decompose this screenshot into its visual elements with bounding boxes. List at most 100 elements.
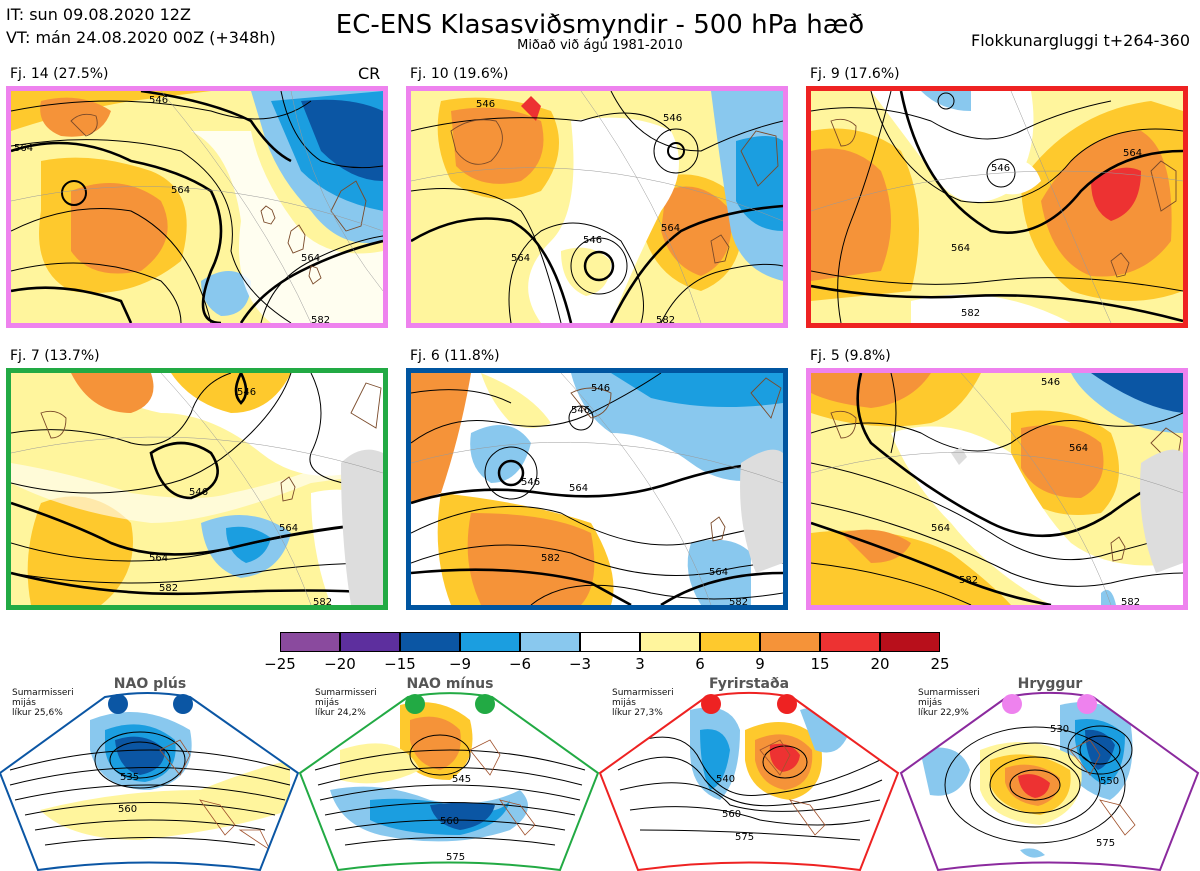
colorbar-segment [880,632,940,652]
cluster-map-panel[interactable]: 546 546 546 564 564 582 [406,86,788,328]
contour-label: 560 [722,809,741,820]
contour-label: 564 [569,483,588,494]
colorbar-tick: 9 [755,655,765,673]
colorbar-tick: −6 [508,655,532,673]
regime-marker-dot [701,694,721,714]
contour-label: 564 [931,523,950,534]
regime-marker-dot [173,694,193,714]
contour-label: 575 [735,832,754,843]
contour-label: 575 [1096,838,1115,849]
colorbar-segment [820,632,880,652]
contour-label: 582 [311,315,330,323]
regime-map-blocking [600,697,898,870]
valid-time: VT: mán 24.08.2020 00Z (+348h) [6,28,276,47]
regime-title: NAO plús [113,676,187,692]
colorbar-tick: 25 [930,655,950,673]
contour-label: 564 [709,567,728,578]
colorbar-tick: −25 [264,655,296,673]
regime-title: NAO mínus [406,676,494,692]
contour-label: 582 [656,315,675,323]
contour-label: 530 [1050,724,1069,735]
colorbar-segment [640,632,700,652]
contour-label: 582 [1121,597,1140,605]
regime-title: Fyrirstaða [708,676,790,692]
contour-label: 546 [991,163,1010,174]
initial-time: IT: sun 09.08.2020 12Z [6,5,191,24]
contour-label: 546 [663,113,682,124]
colorbar-tick: −3 [568,655,592,673]
cluster-map-panel[interactable]: 546 546 564 564 582 582 [6,368,388,610]
regime-note: Sumarmisseri mijás líkur 24,2% [315,688,377,718]
contour-label: 564 [279,523,298,534]
contour-label: 564 [171,185,190,196]
contour-label: 546 [476,99,495,110]
cluster-map-panel[interactable]: 546 564 564 582 582 [806,368,1188,610]
contour-label: 546 [583,235,602,246]
cr-marker: CR [358,64,381,83]
colorbar-tick: 3 [635,655,645,673]
contour-label: 582 [159,583,178,594]
colorbar-tick: 20 [870,655,890,673]
colorbar-segment [580,632,640,652]
contour-label: 550 [1100,776,1119,787]
panel-label: Fj. 7 (13.7%) [10,348,100,364]
colorbar-segment [760,632,820,652]
contour-label: 564 [14,143,33,154]
contour-label: 564 [1069,443,1088,454]
contour-label: 560 [118,804,137,815]
page-title: EC-ENS Klasasviðsmyndir - 500 hPa hæð [335,10,865,40]
colorbar-segment [520,632,580,652]
panel-label: Fj. 6 (11.8%) [410,348,500,364]
regime-marker-dot [1077,694,1097,714]
panel-label: Fj. 10 (19.6%) [410,66,509,82]
regime-marker-dot [108,694,128,714]
regime-marker-dot [475,694,495,714]
colorbar-segment [700,632,760,652]
colorbar-segment [460,632,520,652]
regime-map-ridge [901,697,1198,870]
regime-map-nao-plus [0,697,298,870]
contour-label: 560 [440,816,459,827]
regime-map-nao-minus [300,697,598,870]
regime-frame [0,692,300,871]
contour-label: 582 [729,597,748,605]
contour-label: 546 [237,387,256,398]
panel-label: Fj. 5 (9.8%) [810,348,891,364]
colorbar-segment [400,632,460,652]
regime-marker-dot [777,694,797,714]
cluster-map-panel[interactable]: 546 564 564 564 582 [6,86,388,328]
contour-label: 564 [149,553,168,564]
regime-frame [598,692,900,871]
contour-label: 546 [189,487,208,498]
classification-window: Flokkunargluggi t+264-360 [971,31,1190,50]
regime-frame [899,692,1200,871]
regime-title: Hryggur [1017,676,1083,692]
regime-marker-dot [405,694,425,714]
cluster-map-panel[interactable]: 546 564 564 582 [806,86,1188,328]
regime-maps: 535 560 545 560 575 [0,692,1200,871]
panel-label: Fj. 9 (17.6%) [810,66,900,82]
colorbar-tick: −15 [384,655,416,673]
contour-label: 575 [446,852,465,863]
regime-note: Sumarmisseri mijás líkur 27,3% [612,688,674,718]
cluster-map-panel[interactable]: 546 546 546 564 564 582 582 [406,368,788,610]
page-subtitle: Miðað við ágú 1981-2010 [517,38,683,53]
contour-label: 564 [301,253,320,264]
regime-note: Sumarmisseri mijás líkur 25,6% [12,688,74,718]
contour-label: 546 [1041,377,1060,388]
contour-label: 564 [661,223,680,234]
contour-label: 582 [541,553,560,564]
contour-label: 582 [959,575,978,586]
colorbar-segment [280,632,340,652]
contour-label: 582 [313,597,332,605]
contour-label: 546 [571,405,590,416]
colorbar-tick: 15 [810,655,830,673]
contour-label: 564 [511,253,530,264]
contour-label: 564 [951,243,970,254]
contour-label: 546 [591,383,610,394]
contour-label: 546 [149,95,168,106]
contour-label: 546 [521,477,540,488]
contour-label: 535 [120,772,139,783]
colorbar-tick: −9 [448,655,472,673]
contour-label: 540 [716,774,735,785]
